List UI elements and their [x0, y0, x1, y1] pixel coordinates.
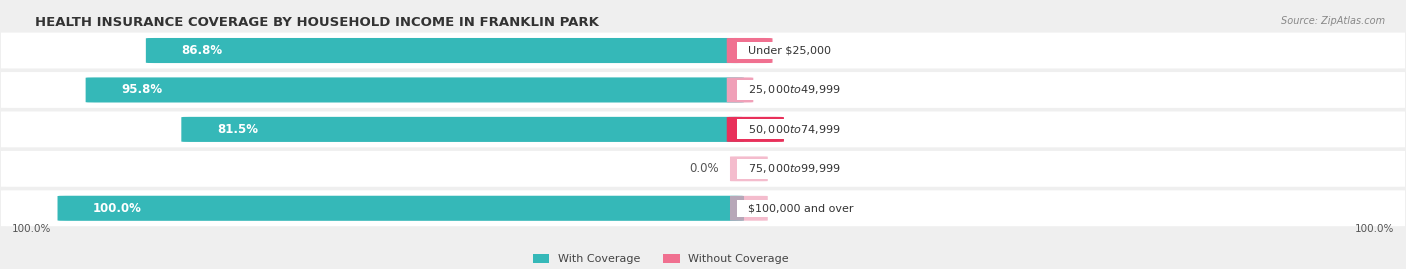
Text: $50,000 to $74,999: $50,000 to $74,999 [741, 123, 845, 136]
Text: 95.8%: 95.8% [121, 83, 162, 97]
Text: HEALTH INSURANCE COVERAGE BY HOUSEHOLD INCOME IN FRANKLIN PARK: HEALTH INSURANCE COVERAGE BY HOUSEHOLD I… [35, 16, 599, 29]
FancyBboxPatch shape [0, 190, 1406, 226]
Text: $100,000 and over: $100,000 and over [741, 203, 860, 213]
FancyBboxPatch shape [0, 33, 1406, 69]
Text: 13.2%: 13.2% [780, 44, 817, 57]
FancyBboxPatch shape [0, 151, 1406, 187]
Text: 81.5%: 81.5% [217, 123, 257, 136]
FancyBboxPatch shape [0, 111, 1406, 147]
FancyBboxPatch shape [727, 38, 772, 63]
FancyBboxPatch shape [730, 156, 768, 181]
Text: Under $25,000: Under $25,000 [741, 45, 838, 55]
Text: $25,000 to $49,999: $25,000 to $49,999 [741, 83, 845, 97]
Text: 100.0%: 100.0% [13, 224, 52, 234]
Text: 100.0%: 100.0% [1354, 224, 1393, 234]
FancyBboxPatch shape [181, 117, 744, 142]
Text: 0.0%: 0.0% [779, 202, 808, 215]
Text: 100.0%: 100.0% [93, 202, 142, 215]
Text: 86.8%: 86.8% [181, 44, 222, 57]
FancyBboxPatch shape [727, 77, 754, 102]
FancyBboxPatch shape [86, 77, 744, 102]
Text: Source: ZipAtlas.com: Source: ZipAtlas.com [1281, 16, 1385, 26]
FancyBboxPatch shape [730, 196, 768, 221]
FancyBboxPatch shape [727, 117, 785, 142]
Text: 0.0%: 0.0% [779, 162, 808, 175]
FancyBboxPatch shape [146, 38, 744, 63]
Text: $75,000 to $99,999: $75,000 to $99,999 [741, 162, 845, 175]
Legend: With Coverage, Without Coverage: With Coverage, Without Coverage [529, 249, 793, 269]
FancyBboxPatch shape [58, 196, 744, 221]
Text: 0.0%: 0.0% [689, 162, 720, 175]
Text: 4.3%: 4.3% [761, 83, 790, 97]
FancyBboxPatch shape [0, 72, 1406, 108]
Text: 18.5%: 18.5% [792, 123, 828, 136]
